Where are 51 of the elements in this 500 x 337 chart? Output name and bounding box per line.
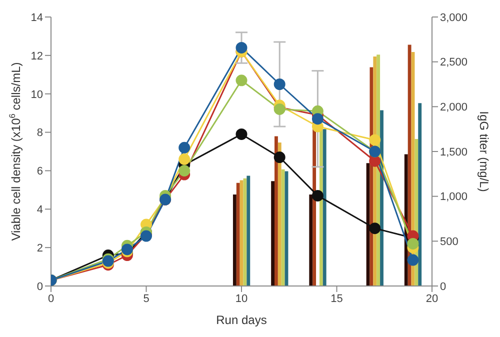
y2-tick-label: 2,000 [440,102,468,114]
y2-tick-label: 0 [440,280,446,293]
y2-tick-label: 2,500 [440,56,468,69]
bar [380,110,384,286]
x-tick-label: 15 [330,292,343,305]
bar [322,129,326,286]
y-tick-label: 4 [36,204,43,216]
y-tick-label: 0 [36,280,43,293]
x-tick-label: 5 [143,292,150,305]
bar [281,169,285,286]
bar [232,194,236,286]
point [178,142,190,154]
y-tick-label: 12 [30,50,43,62]
bar [236,182,240,286]
bar [319,129,323,286]
bar [309,194,313,286]
point [312,190,324,202]
point [407,238,419,250]
y-tick-label: 14 [30,12,43,24]
point [407,254,419,266]
y-tick-label: 6 [36,166,43,178]
y2-tick-label: 1,000 [440,191,468,204]
bar [274,136,278,286]
point [236,74,248,86]
point [274,152,286,164]
y2-axis-title: IgG titer (mg/L) [476,111,491,192]
x-tick-label: 0 [48,292,54,305]
bar [278,142,282,286]
point [312,113,324,125]
y-tick-label: 10 [30,88,43,101]
bar [366,163,370,286]
point [369,134,381,146]
x-axis-title: Run days [216,313,267,327]
bar [271,181,275,286]
point [369,155,381,167]
bar [418,103,422,286]
y-tick-label: 8 [36,127,43,140]
x-tick-label: 20 [426,292,438,305]
y-tick-label: 2 [36,242,43,254]
x-tick-label: 10 [235,292,248,305]
point [274,78,286,90]
point [236,128,248,140]
y2-tick-label: 500 [440,236,458,248]
y2-tick-label: 1,500 [440,146,468,158]
bar [246,176,250,286]
point [178,164,190,176]
y2-tick-label: 3,000 [440,12,468,24]
point [236,42,248,54]
point [369,222,381,234]
point [178,153,190,165]
bar [240,180,244,286]
